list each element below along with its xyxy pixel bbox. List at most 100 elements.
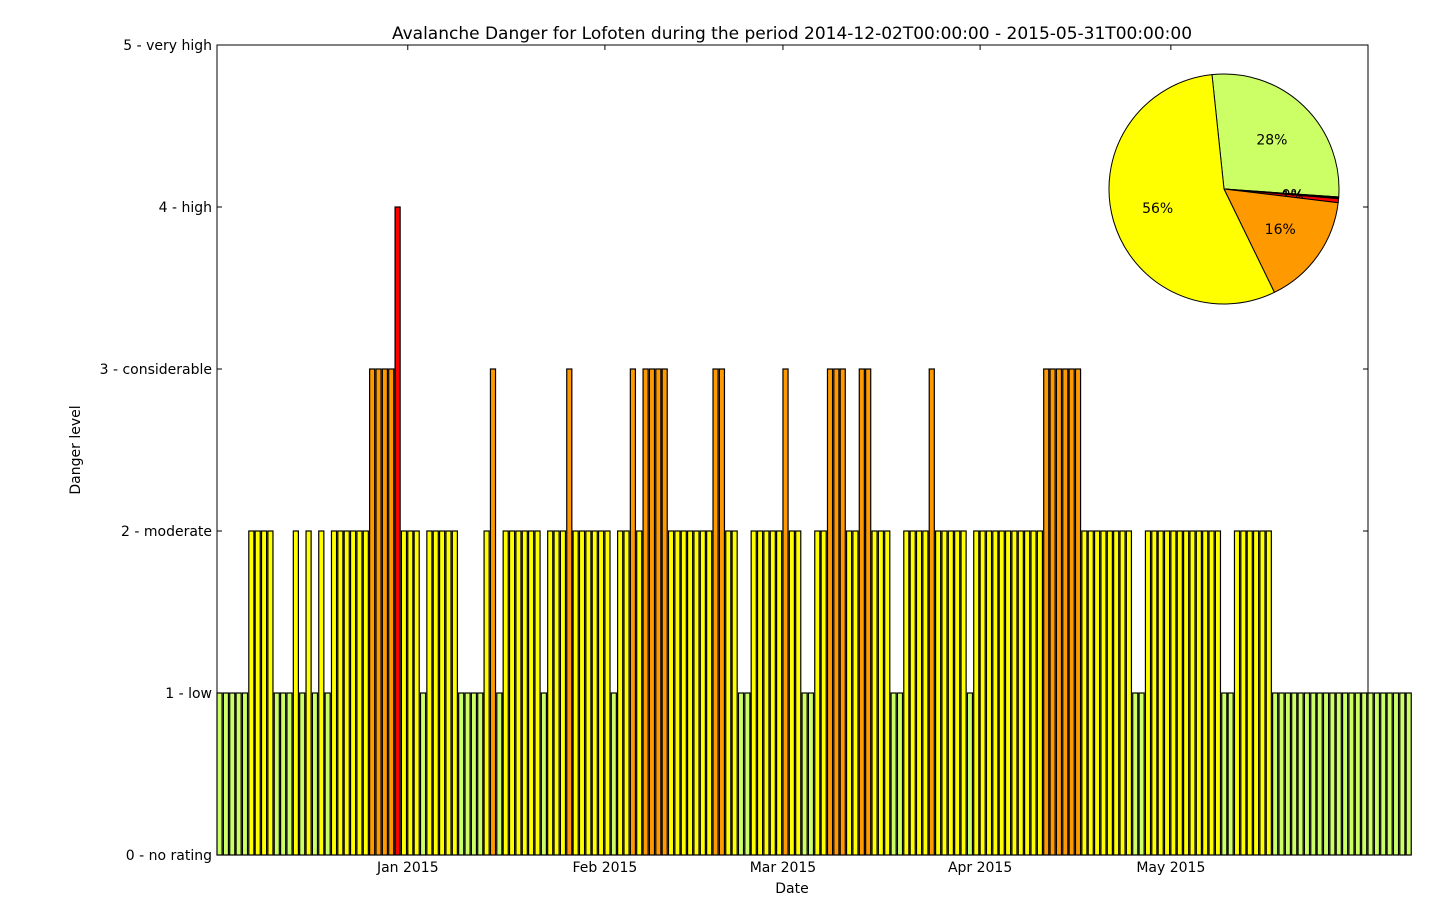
- bar-day-65: [623, 530, 630, 856]
- bar-day-81: [725, 530, 732, 856]
- bar-day-36: [438, 530, 446, 856]
- bar-day-74: [680, 530, 687, 856]
- bar-day-135: [1068, 368, 1075, 856]
- bar-day-150: [1163, 530, 1171, 856]
- bar-day-161: [1233, 530, 1241, 856]
- bar-day-103: [865, 368, 872, 856]
- x-axis: Jan 2015 Feb 2015 Mar 2015 Apr 2015 May 2015: [376, 45, 1205, 876]
- bar-day-33: [419, 692, 427, 856]
- bar-day-57: [572, 530, 579, 856]
- bar-day-54: [553, 530, 560, 856]
- bar-day-31: [407, 530, 414, 856]
- bar-day-29: [394, 206, 401, 856]
- bar-day-49: [521, 530, 528, 856]
- bar-day-123: [992, 530, 999, 856]
- bar-day-168: [1278, 692, 1285, 856]
- bar-day-94: [807, 692, 815, 856]
- x-tick-label: Apr 2015: [948, 860, 1012, 876]
- bar-day-177: [1335, 692, 1342, 856]
- pie-slice-label: 16%: [1265, 222, 1296, 238]
- bar-day-134: [1062, 368, 1069, 856]
- bar-day-131: [1043, 368, 1050, 856]
- bar-day-154: [1189, 530, 1196, 856]
- pie-slice-1: [1211, 73, 1340, 198]
- bar-day-185: [1386, 692, 1393, 856]
- bar-day-182: [1367, 692, 1374, 856]
- bar-day-178: [1341, 692, 1349, 856]
- bar-day-125: [1004, 530, 1012, 856]
- bar-day-145: [1132, 692, 1139, 856]
- bar-day-12: [286, 692, 293, 856]
- bar-day-142: [1113, 530, 1120, 856]
- bar-day-79: [712, 368, 719, 856]
- pie-chart: 28%0%1%16%56%: [1108, 73, 1340, 305]
- bar-day-30: [400, 530, 408, 856]
- bar-day-133: [1055, 368, 1063, 856]
- bar-day-35: [432, 530, 439, 856]
- bar-day-22: [349, 530, 357, 856]
- plot-frame: [216, 44, 1369, 856]
- y-tick-label: 1 - low: [165, 686, 212, 702]
- bar-day-148: [1151, 530, 1158, 856]
- bar-day-119: [966, 692, 974, 856]
- bar-day-69: [648, 368, 656, 856]
- bar-day-157: [1208, 530, 1215, 856]
- bar-day-90: [782, 368, 789, 856]
- bar-day-80: [718, 368, 726, 856]
- bar-day-73: [674, 530, 681, 856]
- bar-day-66: [629, 368, 637, 856]
- bar-day-184: [1380, 692, 1387, 856]
- bar-day-188: [1405, 692, 1412, 856]
- y-tick-label: 0 - no rating: [126, 848, 212, 864]
- bar-day-106: [884, 530, 891, 856]
- bar-day-58: [578, 530, 586, 856]
- bar-day-75: [686, 530, 694, 856]
- bar-day-16: [311, 692, 319, 856]
- bar-day-176: [1329, 692, 1336, 856]
- bar-day-14: [299, 692, 306, 856]
- x-tick-label: Mar 2015: [750, 860, 817, 876]
- bar-day-169: [1284, 692, 1292, 856]
- bar-day-183: [1373, 692, 1381, 856]
- bar-day-61: [597, 530, 605, 856]
- bar-day-56: [566, 368, 573, 856]
- y-tick-label: 2 - moderate: [121, 524, 212, 540]
- bar-day-20: [337, 530, 344, 856]
- bar-day-1: [216, 692, 223, 856]
- bar-day-91: [788, 530, 796, 856]
- bar-day-43: [483, 530, 490, 856]
- bar-day-113: [928, 368, 935, 856]
- bar-day-37: [445, 530, 452, 856]
- bar-day-138: [1087, 530, 1094, 856]
- bar-day-141: [1106, 530, 1113, 856]
- bar-day-64: [617, 530, 624, 856]
- bar-day-136: [1074, 368, 1082, 856]
- y-axis: 0 - no rating 1 - low 2 - moderate 3 - cons…: [100, 38, 1368, 864]
- bar-day-139: [1093, 530, 1101, 856]
- bar-day-108: [896, 692, 904, 856]
- y-tick-label: 4 - high: [159, 200, 212, 216]
- bar-day-112: [922, 530, 929, 856]
- bar-day-55: [559, 530, 567, 856]
- bar-day-170: [1291, 692, 1298, 856]
- bar-day-160: [1227, 692, 1234, 856]
- bar-day-59: [585, 530, 592, 856]
- bar-day-60: [591, 530, 598, 856]
- bar-day-50: [527, 530, 535, 856]
- bar-day-156: [1202, 530, 1209, 856]
- bar-day-155: [1195, 530, 1202, 856]
- bar-day-32: [413, 530, 420, 856]
- bar-day-163: [1246, 530, 1253, 856]
- bar-day-53: [547, 530, 554, 856]
- bar-day-179: [1348, 692, 1355, 856]
- bar-day-9: [267, 530, 274, 856]
- bar-day-25: [369, 368, 376, 856]
- x-axis-title: Date: [775, 881, 808, 897]
- bar-day-84: [744, 692, 751, 856]
- bar-day-118: [960, 530, 967, 856]
- bar-day-8: [260, 530, 268, 856]
- bar-day-96: [820, 530, 827, 856]
- bar-day-130: [1036, 530, 1044, 856]
